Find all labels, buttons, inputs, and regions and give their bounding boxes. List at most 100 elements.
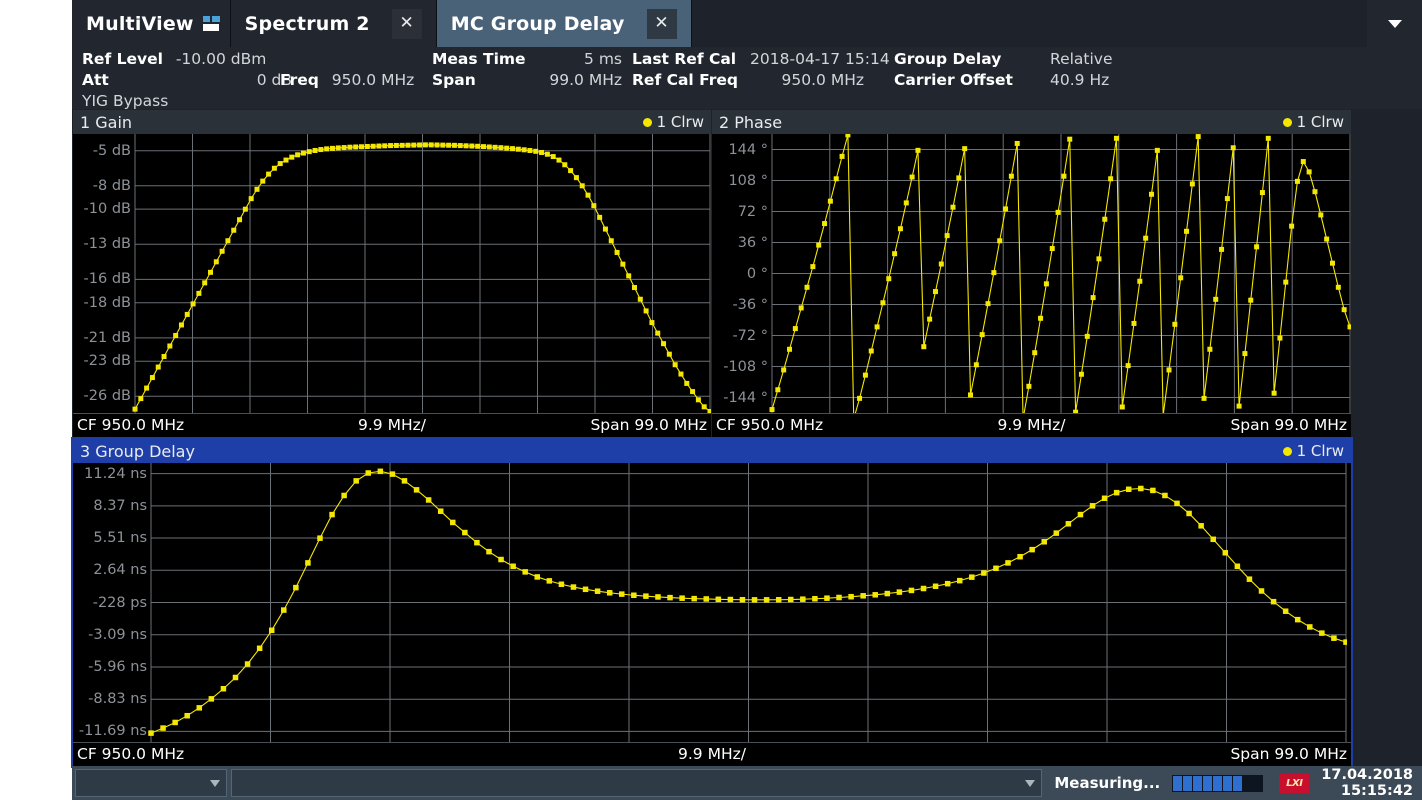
trace-marker [884,590,891,597]
trace-marker [816,242,822,248]
trace-marker [389,471,396,477]
trace-marker [703,596,709,602]
y-axis-tick-label: -26 dB [83,388,131,405]
window-phase-trace-indicator[interactable]: 1 Clrw [1282,110,1344,134]
tab-mc-group-delay-label: MC Group Delay [450,12,625,35]
trace-marker [411,142,417,148]
trace-marker [1026,383,1032,389]
meas-time-value[interactable]: 5 ms [584,50,622,68]
trace-marker [827,198,833,204]
trace-marker [812,595,818,602]
window-group-delay-title-bar[interactable]: 3 Group Delay 1 Clrw [73,439,1351,463]
progress-segment [1223,775,1233,791]
trace-marker [606,590,613,596]
trace-marker [1090,295,1096,301]
trace-marker [388,143,394,149]
trace-marker [969,574,975,580]
trace-color-dot-icon [642,117,652,127]
footer-dropdown-left[interactable] [75,769,227,797]
trace-marker [295,152,301,158]
trace-marker [1324,236,1330,242]
trace-marker [425,497,432,503]
window-group-delay[interactable]: 3 Group Delay 1 Clrw 11.24 ns 8.37 ns 5.51… [71,437,1353,768]
trace-marker [874,324,880,330]
group-delay-plot[interactable]: 11.24 ns 8.37 ns 5.51 ns 2.64 ns -228 ps -3.0… [73,463,1347,742]
trace-marker [1210,536,1216,543]
span-label: Span [432,71,476,89]
tab-mc-group-delay[interactable]: MC Group Delay ✕ [436,0,692,47]
trace-marker [751,597,758,603]
plot-gd-svg [148,463,1347,742]
window-group-delay-trace-label: 1 Clrw [1296,442,1344,460]
trace-marker [208,696,215,702]
trace-marker [655,594,661,600]
trace-marker [857,395,863,401]
y-axis-tick-label: -13 dB [83,236,131,253]
tab-bar-menu-button[interactable] [1367,0,1422,47]
carrier-offset-value[interactable]: 40.9 Hz [1050,71,1110,89]
tab-mc-group-delay-close-icon[interactable]: ✕ [646,8,677,39]
trace-marker [521,147,527,153]
group-delay-mode-value[interactable]: Relative [1050,50,1113,68]
trace-marker [399,142,405,148]
trace-marker [921,344,927,350]
trace-marker [833,176,839,182]
phase-plot[interactable]: 144 ° 108 ° 72 ° 36 ° 0 ° -36 ° -72 ° -108 ° -14… [712,134,1351,413]
trace-marker [480,144,486,150]
trace-marker [787,346,793,352]
trace-marker [597,214,603,220]
y-axis-tick-label: -108 ° [723,358,768,375]
footer-dropdown-main[interactable] [231,769,1043,797]
multiview-icon [202,16,220,31]
trace-marker [1283,279,1289,285]
trace-color-dot-icon [1282,117,1292,127]
trace-marker [184,311,190,317]
trace-marker [329,511,335,518]
span-value[interactable]: 99.0 MHz [549,71,622,89]
clock-date: 17.04.2018 [1321,767,1413,783]
trace-marker [167,343,173,349]
gain-plot[interactable]: -5 dB -8 dB -10 dB -13 dB -16 dB -18 dB -21 dB… [73,134,711,413]
trace-marker [1201,395,1207,401]
window-gain-title-bar[interactable]: 1 Gain 1 Clrw [73,110,711,134]
trace-marker [413,487,420,493]
trace-marker [626,273,632,279]
trace-marker [950,204,956,210]
freq-value[interactable]: 950.0 MHz [331,71,415,89]
window-gain[interactable]: 1 Gain 1 Clrw -5 dB -8 dB -10 dB -13 dB -16 … [73,110,711,437]
trace-marker [1067,136,1073,142]
trace-marker [1270,598,1277,605]
ref-cal-freq-value[interactable]: 950.0 MHz [781,71,864,89]
y-axis-tick-label: -144 ° [723,389,768,406]
trace-marker [155,364,161,370]
att-value[interactable]: 0 dB [256,71,292,89]
trace-color-dot-icon [1282,446,1292,456]
tab-multiview[interactable]: MultiView [72,0,231,47]
group-delay-perdiv-label: 9.9 MHz/ [678,745,746,763]
window-gain-trace-indicator[interactable]: 1 Clrw [642,110,704,134]
trace-marker [594,588,601,594]
trace-marker [1258,588,1265,594]
trace-marker [695,397,701,403]
trace-marker [446,142,452,148]
trace-marker [393,142,399,148]
trace-marker [1294,178,1300,184]
window-group-delay-trace-indicator[interactable]: 1 Clrw [1282,439,1344,463]
window-phase[interactable]: 2 Phase 1 Clrw 144 ° 108 ° 72 ° 36 ° 0 ° -36 … [712,110,1351,437]
tab-spectrum-2-close-icon[interactable]: ✕ [391,8,422,39]
trace-marker [1102,216,1108,222]
lxi-logo-icon: LXI [1279,773,1310,793]
trace-marker [1307,624,1313,630]
trace-marker [1053,530,1060,536]
ref-level-value[interactable]: -10.00 dBm [175,50,267,68]
trace-marker [763,597,770,603]
trace-marker [1289,223,1295,229]
trace-marker [300,150,306,156]
trace-marker [341,492,347,499]
window-phase-title-bar[interactable]: 2 Phase 1 Clrw [712,110,1351,134]
trace-marker [1198,523,1204,529]
progress-segment [1183,775,1193,791]
trace-marker [457,143,463,149]
tab-spectrum-2[interactable]: Spectrum 2 ✕ [230,0,437,47]
tab-bar-filler [691,0,1367,47]
